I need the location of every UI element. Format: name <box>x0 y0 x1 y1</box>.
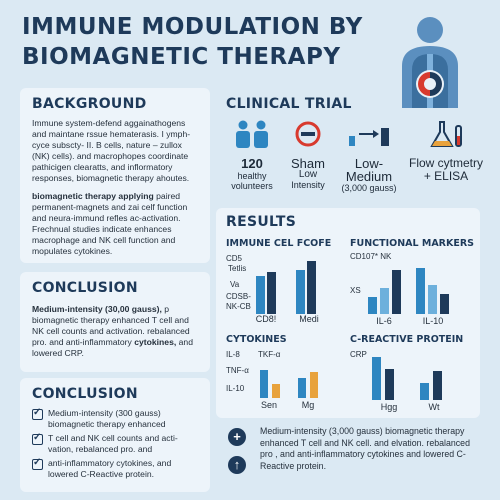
summary-text: Medium-intensity (3,000 gauss) biomagnet… <box>260 426 470 471</box>
chart-bar <box>372 357 381 400</box>
panel-3-ylabel: IL-8 <box>226 350 240 359</box>
panel-4-xlabel: Hgg <box>380 402 398 412</box>
panel-1-title: IMMUNE CEL FCOFE <box>226 238 332 249</box>
chart-bar <box>307 261 316 314</box>
participant-count: 120 <box>241 156 263 171</box>
conclusion-1-text: Medium-intensity (30,00 gauss), p biomag… <box>32 304 198 359</box>
flow-cytometry-label: Flow cytmetry <box>408 156 483 170</box>
clinical-trial-section: CLINICAL TRIAL 120 healthy volunteers Sh… <box>216 90 483 205</box>
plus-icon: + <box>228 428 246 446</box>
conclusion-1-bold: Medium-intensity (30,00 gauss), <box>32 304 162 314</box>
chart-bar <box>272 384 280 398</box>
conclusion-section-1: CONCLUSION Medium-intensity (30,00 gauss… <box>20 272 210 372</box>
conclusion-section-2: CONCLUSION Medium-intensity (300 gauss) … <box>20 378 210 492</box>
conclusion-item: Medium-intensity (300 gauss) biomagnetic… <box>32 407 198 430</box>
chart-bar <box>260 370 268 398</box>
elisa-label: + ELISA <box>423 169 469 183</box>
chart-bar <box>267 272 276 314</box>
panel-2-title: FUNCTIONAL MARKERS <box>350 238 475 249</box>
chart-bar <box>296 270 305 314</box>
panel-1-ylabel: Tetlis <box>228 264 247 273</box>
panel-3-xlabel: Mg <box>301 400 315 410</box>
conclusion-heading-1: CONCLUSION <box>32 280 138 296</box>
chart-bar <box>428 285 437 314</box>
conclusion-item-text: anti-inflammatory cytokines, and lowered… <box>48 458 172 479</box>
results-heading: RESULTS <box>226 214 297 230</box>
checkbox-icon <box>32 457 43 470</box>
chart-bar <box>256 276 265 314</box>
conclusion-1-bold-2: cytokines, <box>134 337 177 347</box>
panel-2-xlabel: IL-6 <box>376 316 392 326</box>
conclusion-heading-2: CONCLUSION <box>32 386 138 402</box>
chart-bar <box>440 294 449 314</box>
page-title: IMMUNE MODULATION BY BIOMAGNETIC THERAPY <box>22 12 382 72</box>
panel-3-ylabel: TNF-α <box>226 366 249 375</box>
people-icon <box>236 120 268 148</box>
panel-1-ylabel: CDSB- <box>226 292 251 301</box>
background-paragraph-2: biomagnetic therapy applying paired perm… <box>32 191 198 257</box>
lab-flask-icon <box>430 121 462 147</box>
panel-4-xlabel: Wt <box>428 402 440 412</box>
chart-bar <box>385 369 394 400</box>
title-line-2: BIOMAGNETIC THERAPY <box>22 44 341 70</box>
panel-3-ylabel: TKF-α <box>258 350 281 359</box>
chart-bar <box>392 270 401 314</box>
background-paragraph-1: Immune system-defend aggainathogens and … <box>32 118 191 183</box>
panel-2-ylabel: XS <box>350 286 361 295</box>
low-medium-label: Low- <box>354 156 384 171</box>
panel-3-ylabel: IL-10 <box>226 384 245 393</box>
conclusion-1-end: and lowered CRP. <box>32 337 193 358</box>
conclusion-item-text: T cell and NK cell counts and acti-vatio… <box>48 433 178 454</box>
panel-2-ylabel: CD107* NK <box>350 252 392 261</box>
background-heading: BACKGROUND <box>32 96 147 112</box>
gauss-label: (3,000 gauss) <box>341 183 397 193</box>
chart-bar <box>310 372 318 398</box>
background-p2-rest: paired permanent-magnets and zai celf fu… <box>32 191 188 256</box>
low-label: Low <box>298 169 318 180</box>
checkbox-icon <box>32 432 43 445</box>
panel-4-title: C-REACTIVE PROTEIN <box>350 334 464 345</box>
panel-3-title: CYTOKINES <box>226 334 287 345</box>
no-symbol-icon <box>295 121 321 147</box>
dosage-column: Low- Medium (3,000 gauss) <box>336 120 402 193</box>
chart-bar <box>298 378 306 398</box>
title-line-1: IMMUNE MODULATION BY <box>22 14 363 40</box>
conclusion-item: anti-inflammatory cytokines, and lowered… <box>32 457 198 480</box>
conclusion-1-rest: p biomagnetic therapy enhanced T cell an… <box>32 304 190 347</box>
panel-1-xlabel: Medi <box>299 314 319 324</box>
chart-bar <box>368 297 377 314</box>
panel-2-xlabel: IL-10 <box>422 316 444 326</box>
background-p2-bold: biomagnetic therapy applying <box>32 191 154 201</box>
arrow-up-icon: ↑ <box>228 456 246 474</box>
method-column: Flow cytmetry + ELISA <box>406 120 486 183</box>
chart-bar <box>380 288 389 314</box>
sham-label: Sham <box>291 156 325 171</box>
conclusion-item-text: Medium-intensity (300 gauss) biomagnetic… <box>48 408 166 429</box>
arrow-to-block-icon <box>349 128 389 146</box>
panel-1-ylabel: Va <box>230 280 240 289</box>
background-section: BACKGROUND Immune system-defend aggainat… <box>20 88 210 263</box>
panel-1-ylabel: NK-CB <box>226 302 251 311</box>
conclusion-item: T cell and NK cell counts and acti-vatio… <box>32 432 198 455</box>
panel-4-ylabel: CRP <box>350 350 367 359</box>
participants-column: 120 healthy volunteers <box>226 120 278 191</box>
participant-label: healthy volunteers <box>231 171 273 191</box>
sham-column: Sham Low Intensity <box>284 120 332 190</box>
chart-bar <box>416 268 425 314</box>
clinical-trial-heading: CLINICAL TRIAL <box>226 96 352 112</box>
checkbox-icon <box>32 407 43 420</box>
human-torso-illustration <box>402 17 458 108</box>
intensity-label: Intensity <box>291 180 325 190</box>
chart-bar <box>433 371 442 400</box>
panel-1-ylabel: CD5 <box>226 254 243 263</box>
medium-label: Medium <box>345 169 393 184</box>
panel-3-xlabel: Sen <box>260 400 277 410</box>
summary-section: + ↑ Medium-intensity (3,000 gauss) bioma… <box>216 422 480 492</box>
chart-bar <box>420 383 429 400</box>
panel-1-xlabel: CD8! <box>255 314 277 324</box>
